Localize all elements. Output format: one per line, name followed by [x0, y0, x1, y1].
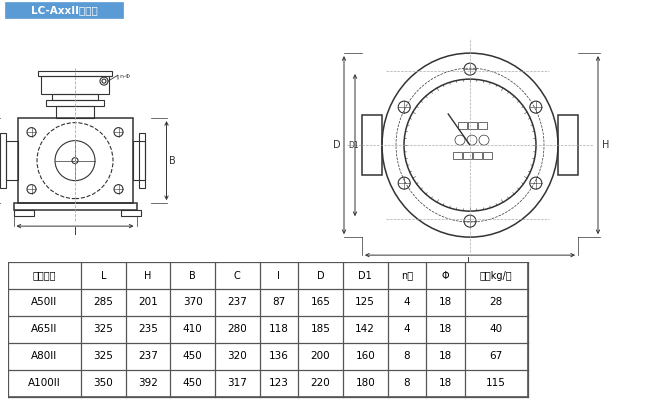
Text: 237: 237 — [228, 297, 247, 307]
Text: 392: 392 — [138, 378, 158, 388]
Text: D1: D1 — [358, 271, 372, 281]
Text: 350: 350 — [93, 378, 113, 388]
Bar — [121, 210, 140, 216]
Text: 165: 165 — [310, 297, 331, 307]
Bar — [5, 141, 18, 180]
Text: Φ: Φ — [441, 271, 449, 281]
Text: 325: 325 — [93, 324, 113, 335]
Text: 325: 325 — [93, 352, 113, 361]
Text: 28: 28 — [489, 297, 502, 307]
Text: 136: 136 — [269, 352, 289, 361]
Bar — [457, 122, 466, 129]
Text: H: H — [144, 271, 152, 281]
Bar — [38, 71, 112, 76]
Bar — [5, 2, 123, 18]
Text: D1: D1 — [349, 141, 359, 149]
Text: I: I — [73, 227, 77, 237]
Text: A80II: A80II — [31, 352, 58, 361]
Bar — [468, 122, 476, 129]
Text: n个: n个 — [401, 271, 413, 281]
Bar — [41, 76, 109, 94]
Text: 370: 370 — [183, 297, 203, 307]
Text: C: C — [234, 271, 241, 281]
Text: D: D — [333, 140, 341, 150]
Text: 4: 4 — [403, 324, 410, 335]
Bar — [133, 141, 144, 180]
Text: 118: 118 — [269, 324, 289, 335]
Bar — [18, 118, 133, 203]
Text: A50II: A50II — [31, 297, 58, 307]
Text: 285: 285 — [93, 297, 113, 307]
Text: 125: 125 — [356, 297, 375, 307]
Text: A100II: A100II — [28, 378, 61, 388]
Bar — [14, 203, 136, 210]
Text: 123: 123 — [269, 378, 289, 388]
Bar — [8, 262, 527, 397]
Text: 220: 220 — [311, 378, 331, 388]
Text: 410: 410 — [183, 324, 203, 335]
Text: 18: 18 — [439, 297, 452, 307]
Text: 18: 18 — [439, 352, 452, 361]
Text: 450: 450 — [183, 378, 203, 388]
Bar — [558, 115, 578, 175]
Text: 185: 185 — [310, 324, 331, 335]
Bar — [138, 133, 144, 188]
Text: L: L — [467, 257, 473, 267]
Text: 18: 18 — [439, 378, 452, 388]
Text: 280: 280 — [228, 324, 247, 335]
Text: 317: 317 — [228, 378, 247, 388]
Text: 8: 8 — [403, 378, 410, 388]
Bar — [462, 151, 472, 159]
Bar — [453, 151, 462, 159]
Text: 8: 8 — [403, 352, 410, 361]
Bar — [46, 100, 104, 106]
Text: 201: 201 — [138, 297, 158, 307]
Text: D: D — [317, 271, 324, 281]
Text: 115: 115 — [486, 378, 506, 388]
Text: H: H — [602, 140, 609, 150]
Bar — [14, 210, 33, 216]
Bar — [478, 122, 487, 129]
Text: L: L — [100, 271, 106, 281]
Text: B: B — [189, 271, 196, 281]
Text: 18: 18 — [439, 324, 452, 335]
Text: 重量kg/台: 重量kg/台 — [480, 271, 512, 281]
Text: 237: 237 — [138, 352, 158, 361]
Text: 40: 40 — [489, 324, 502, 335]
Text: I: I — [277, 271, 280, 281]
Text: 450: 450 — [183, 352, 203, 361]
Text: 235: 235 — [138, 324, 158, 335]
Circle shape — [404, 79, 536, 211]
Text: 160: 160 — [356, 352, 375, 361]
Text: 4: 4 — [403, 297, 410, 307]
Bar — [483, 151, 491, 159]
Text: 180: 180 — [356, 378, 375, 388]
Text: 142: 142 — [356, 324, 375, 335]
Text: n-Φ: n-Φ — [119, 74, 131, 79]
Text: A65II: A65II — [31, 324, 58, 335]
Bar — [362, 115, 382, 175]
Bar — [472, 151, 482, 159]
Text: 公称通径: 公称通径 — [33, 271, 56, 281]
Bar — [0, 133, 5, 188]
Text: 320: 320 — [228, 352, 247, 361]
Text: 67: 67 — [489, 352, 502, 361]
Bar — [56, 106, 94, 118]
Text: 87: 87 — [272, 297, 285, 307]
Bar — [52, 94, 98, 100]
Text: 200: 200 — [311, 352, 331, 361]
Text: LC-AxxII型轻型: LC-AxxII型轻型 — [31, 5, 97, 15]
Text: B: B — [169, 156, 176, 166]
